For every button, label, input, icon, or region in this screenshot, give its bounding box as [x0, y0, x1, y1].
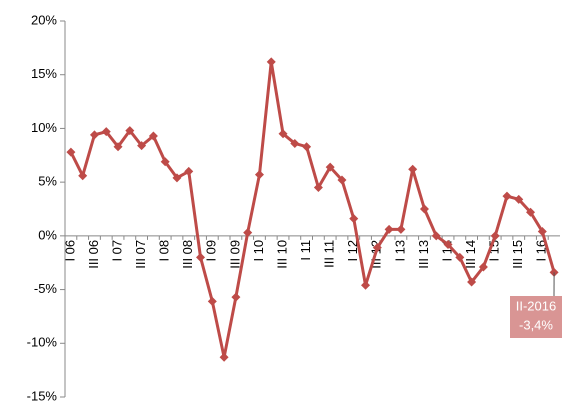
y-tick-label: -10%: [27, 335, 58, 350]
x-tick-label: III 06: [86, 240, 101, 269]
marker: [207, 296, 217, 306]
y-tick-label: 15%: [31, 66, 57, 81]
marker: [526, 207, 536, 217]
marker: [455, 252, 465, 262]
marker: [160, 157, 170, 167]
marker: [419, 204, 429, 214]
marker: [184, 166, 194, 176]
marker: [431, 231, 441, 241]
marker: [372, 243, 382, 253]
annotation-box: [510, 296, 562, 338]
marker: [231, 292, 241, 302]
y-tick-label: 5%: [38, 174, 57, 189]
marker: [325, 162, 335, 172]
marker: [196, 252, 206, 262]
x-tick-label: I 12: [345, 240, 360, 262]
marker: [219, 352, 229, 362]
x-tick-label: III 13: [416, 240, 431, 269]
marker: [396, 224, 406, 234]
marker: [313, 183, 323, 193]
marker: [278, 129, 288, 139]
marker: [349, 214, 359, 224]
y-tick-label: 10%: [31, 120, 57, 135]
marker: [243, 228, 253, 238]
marker: [290, 138, 300, 148]
marker: [537, 227, 547, 237]
marker: [254, 170, 264, 180]
marker: [302, 142, 312, 152]
x-tick-label: I 11: [298, 240, 313, 261]
x-tick-label: I 09: [204, 240, 219, 262]
marker: [443, 239, 453, 249]
y-tick-label: 0%: [38, 227, 57, 242]
marker: [467, 277, 477, 287]
x-tick-label: I 06: [62, 240, 77, 262]
marker: [361, 280, 371, 290]
marker: [502, 191, 512, 201]
x-tick-label: I 10: [251, 240, 266, 262]
x-tick-label: III 09: [227, 240, 242, 269]
marker: [408, 164, 418, 174]
marker: [113, 142, 123, 152]
marker: [101, 127, 111, 137]
marker: [478, 262, 488, 272]
marker: [490, 231, 500, 241]
marker: [384, 224, 394, 234]
x-tick-label: III 10: [274, 240, 289, 269]
y-tick-label: 20%: [31, 12, 57, 27]
series-line: [69, 60, 556, 359]
marker: [137, 141, 147, 151]
annotation-text: -3,4%: [519, 317, 553, 332]
marker: [125, 126, 135, 136]
y-tick-label: -15%: [27, 388, 58, 403]
marker: [172, 173, 182, 183]
marker: [266, 57, 276, 67]
marker: [66, 147, 76, 157]
marker: [514, 194, 524, 204]
x-tick-label: III 14: [463, 240, 478, 269]
y-tick-label: -5%: [34, 281, 58, 296]
x-tick-label: III 11: [322, 240, 337, 268]
x-tick-label: III 08: [180, 240, 195, 269]
x-tick-label: I 08: [157, 240, 172, 262]
marker: [148, 131, 158, 141]
marker: [89, 130, 99, 140]
marker: [337, 175, 347, 185]
x-tick-label: III 07: [133, 240, 148, 269]
x-tick-label: III 15: [510, 240, 525, 269]
marker: [78, 171, 88, 181]
x-tick-label: I 13: [392, 240, 407, 262]
annotation-text: II-2016: [516, 298, 556, 313]
x-tick-label: I 07: [109, 240, 124, 262]
